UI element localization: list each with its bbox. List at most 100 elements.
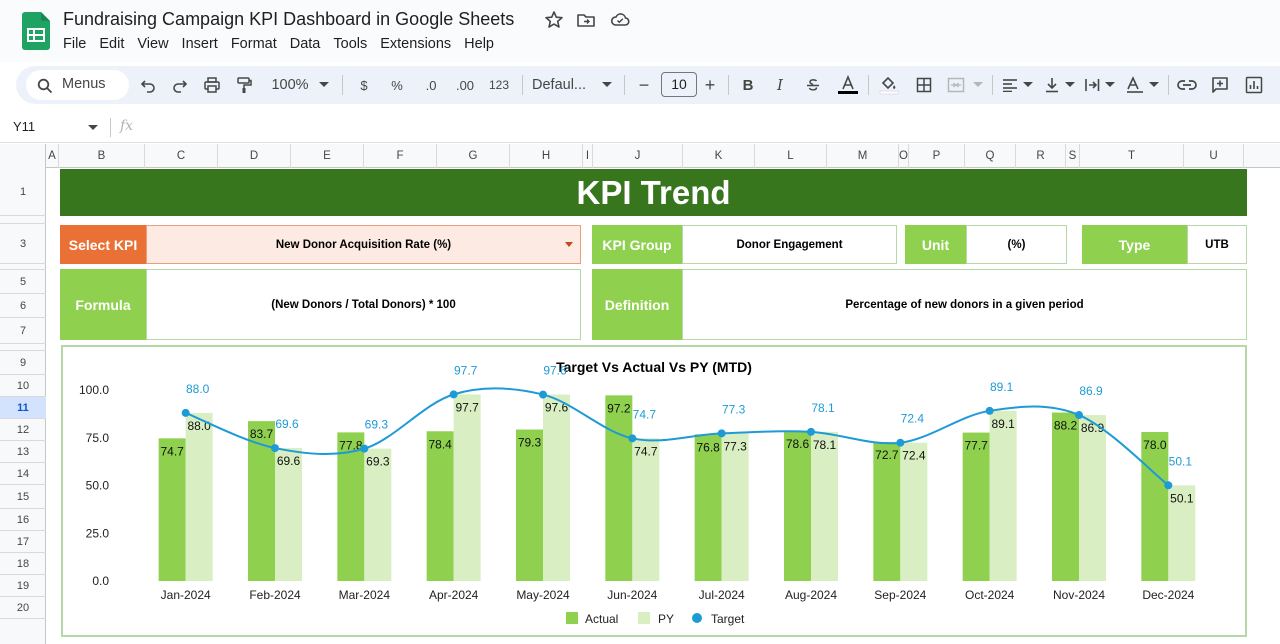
formula-value[interactable]: (New Donors / Total Donors) * 100 <box>146 269 581 340</box>
google-sheets-logo-icon[interactable] <box>22 12 50 50</box>
rotation-chevron-down-icon[interactable] <box>1148 75 1160 95</box>
row-header-11[interactable]: 11 <box>0 397 46 419</box>
font-family-select[interactable]: Defaul... <box>532 77 586 93</box>
row-header-2[interactable] <box>0 216 46 224</box>
row-header-5[interactable]: 5 <box>0 270 46 294</box>
column-header-q[interactable]: Q <box>965 144 1016 168</box>
kpi-chart[interactable]: Target Vs Actual Vs PY (MTD) 0.0 25.0 50.0 7… <box>61 345 1247 637</box>
row-header-9[interactable]: 9 <box>0 351 46 375</box>
row-header-1[interactable]: 1 <box>0 168 46 216</box>
menu-format[interactable]: Format <box>230 36 277 52</box>
row-header-8[interactable] <box>0 344 46 351</box>
column-header-j[interactable]: J <box>593 144 683 168</box>
move-folder-icon[interactable] <box>576 10 596 30</box>
column-header-p[interactable]: P <box>909 144 965 168</box>
column-header-d[interactable]: D <box>218 144 291 168</box>
column-header-s[interactable]: S <box>1066 144 1080 168</box>
menu-edit[interactable]: Edit <box>99 36 125 52</box>
menu-extensions[interactable]: Extensions <box>380 36 452 52</box>
document-title[interactable]: Fundraising Campaign KPI Dashboard in Go… <box>63 9 515 29</box>
type-value[interactable]: UTB <box>1187 225 1247 264</box>
decrease-decimal-button[interactable]: .0 <box>425 77 437 93</box>
text-rotation-icon[interactable] <box>1124 75 1146 95</box>
font-size-input[interactable]: 10 <box>661 72 697 97</box>
star-icon[interactable] <box>544 10 564 30</box>
menu-view[interactable]: View <box>137 36 169 52</box>
column-header-g[interactable]: G <box>437 144 510 168</box>
row-header-3[interactable]: 3 <box>0 224 46 264</box>
row-header-16[interactable]: 16 <box>0 509 46 531</box>
currency-format-button[interactable]: $ <box>360 77 368 93</box>
paint-format-icon[interactable] <box>234 75 254 95</box>
font-chevron-down-icon[interactable] <box>601 75 613 95</box>
row-header-20[interactable]: 20 <box>0 597 46 619</box>
dropdown-chevron-down-icon[interactable] <box>565 242 573 247</box>
kpi-group-value[interactable]: Donor Engagement <box>682 225 897 264</box>
column-header-k[interactable]: K <box>683 144 755 168</box>
column-header-r[interactable]: R <box>1016 144 1066 168</box>
row-header-6[interactable]: 6 <box>0 294 46 318</box>
column-header-c[interactable]: C <box>145 144 218 168</box>
percent-format-button[interactable]: % <box>391 77 403 93</box>
strikethrough-icon[interactable] <box>803 75 823 95</box>
column-header-f[interactable]: F <box>364 144 437 168</box>
column-header-o[interactable]: O <box>899 144 909 168</box>
column-header-h[interactable]: H <box>510 144 583 168</box>
merge-cells-icon[interactable] <box>946 75 966 95</box>
menu-insert[interactable]: Insert <box>181 36 218 52</box>
column-header-u[interactable]: U <box>1184 144 1244 168</box>
row-header-4[interactable] <box>0 264 46 270</box>
bold-icon[interactable]: B <box>742 76 754 94</box>
borders-icon[interactable] <box>914 75 934 95</box>
column-header-e[interactable]: E <box>291 144 364 168</box>
search-menus-button[interactable]: Menus <box>26 70 129 100</box>
column-header-b[interactable]: B <box>59 144 145 168</box>
row-header-12[interactable]: 12 <box>0 419 46 441</box>
print-icon[interactable] <box>202 75 222 95</box>
insert-link-icon[interactable] <box>1176 75 1198 95</box>
column-header-a[interactable]: A <box>46 144 59 168</box>
number-format-button[interactable]: 123 <box>488 78 510 92</box>
align-chevron-down-icon[interactable] <box>1022 75 1034 95</box>
increase-font-size-button[interactable]: + <box>704 74 716 95</box>
valign-chevron-down-icon[interactable] <box>1064 75 1076 95</box>
redo-icon[interactable] <box>170 75 190 95</box>
column-header-t[interactable]: T <box>1080 144 1184 168</box>
decrease-font-size-button[interactable]: − <box>638 74 650 95</box>
column-header-l[interactable]: L <box>755 144 827 168</box>
insert-chart-icon[interactable] <box>1244 75 1264 95</box>
name-box-chevron-down-icon[interactable] <box>88 125 98 131</box>
row-header-18[interactable]: 18 <box>0 553 46 575</box>
row-header-17[interactable]: 17 <box>0 531 46 553</box>
vertical-align-icon[interactable] <box>1042 75 1062 95</box>
menu-data[interactable]: Data <box>289 36 321 52</box>
row-header-7[interactable]: 7 <box>0 318 46 344</box>
cloud-saved-icon[interactable] <box>610 10 630 30</box>
select-kpi-dropdown[interactable]: New Donor Acquisition Rate (%) <box>146 225 581 264</box>
menu-help[interactable]: Help <box>464 36 494 52</box>
row-header-14[interactable]: 14 <box>0 463 46 485</box>
column-header-m[interactable]: M <box>827 144 899 168</box>
column-header-i[interactable]: I <box>583 144 593 168</box>
row-header-13[interactable]: 13 <box>0 441 46 463</box>
definition-value[interactable]: Percentage of new donors in a given peri… <box>682 269 1247 340</box>
unit-value[interactable]: (%) <box>966 225 1067 264</box>
menu-tools[interactable]: Tools <box>333 36 368 52</box>
menu-file[interactable]: File <box>63 36 87 52</box>
increase-decimal-button[interactable]: .00 <box>455 77 475 93</box>
insert-comment-icon[interactable] <box>1210 75 1230 95</box>
text-wrapping-icon[interactable] <box>1082 75 1102 95</box>
name-box[interactable]: Y11 <box>13 119 36 134</box>
merge-chevron-down-icon[interactable] <box>972 75 984 95</box>
fill-color-icon[interactable] <box>878 75 900 95</box>
zoom-chevron-down-icon[interactable] <box>318 75 330 95</box>
row-header-19[interactable]: 19 <box>0 575 46 597</box>
horizontal-align-icon[interactable] <box>1000 75 1020 95</box>
select-all-corner[interactable] <box>0 144 46 168</box>
zoom-select[interactable]: 100% <box>271 77 309 93</box>
undo-icon[interactable] <box>138 75 158 95</box>
wrap-chevron-down-icon[interactable] <box>1104 75 1116 95</box>
row-header-15[interactable]: 15 <box>0 485 46 509</box>
row-header-10[interactable]: 10 <box>0 375 46 397</box>
italic-icon[interactable]: I <box>777 76 783 94</box>
